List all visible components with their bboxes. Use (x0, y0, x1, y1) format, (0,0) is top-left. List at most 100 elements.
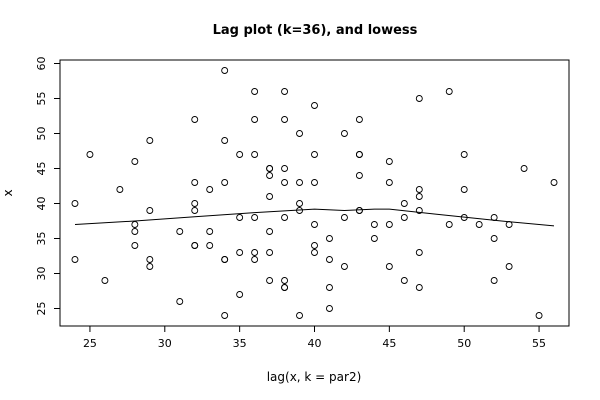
data-point (236, 214, 244, 221)
data-point (221, 67, 229, 74)
x-axis-label: lag(x, k = par2) (267, 370, 362, 384)
data-point (251, 249, 259, 256)
data-point (370, 235, 378, 242)
data-point (71, 200, 79, 207)
data-point (191, 179, 199, 186)
data-point (281, 214, 289, 221)
data-point (146, 137, 154, 144)
x-tick-label: 35 (233, 337, 247, 350)
data-point (146, 263, 154, 270)
data-point (236, 151, 244, 158)
data-point (520, 165, 528, 172)
y-axis-label: x (1, 189, 15, 196)
data-point (326, 284, 333, 291)
data-point (146, 256, 154, 263)
data-point (281, 277, 289, 284)
data-point (311, 249, 318, 256)
data-point (191, 242, 199, 249)
data-point (490, 277, 498, 284)
data-point (131, 228, 139, 235)
data-point (221, 179, 229, 186)
data-point (176, 228, 184, 235)
data-point (311, 151, 318, 158)
x-tick-label: 55 (532, 337, 546, 350)
data-point (71, 256, 79, 263)
data-point (281, 165, 289, 172)
data-point (385, 221, 393, 228)
data-point (415, 193, 423, 200)
data-point (311, 221, 318, 228)
data-point (251, 116, 259, 123)
data-point (445, 221, 453, 228)
x-tick-label: 45 (382, 337, 396, 350)
data-point (505, 263, 513, 270)
data-point (191, 116, 199, 123)
data-point (415, 249, 423, 256)
data-point (251, 256, 259, 263)
chart-title: Lag plot (k=36), and lowess (213, 23, 418, 38)
data-point (281, 88, 289, 95)
y-axis: 25 30 35 40 45 50 55 60 (35, 57, 61, 316)
data-point (460, 151, 468, 158)
data-point (460, 186, 468, 193)
data-point (311, 242, 318, 249)
data-point (281, 116, 289, 123)
x-tick-label: 25 (83, 337, 97, 350)
data-point (206, 186, 214, 193)
y-tick-label: 30 (35, 267, 48, 281)
data-point (266, 249, 274, 256)
data-point (355, 207, 363, 214)
data-point (116, 186, 124, 193)
y-tick-label: 55 (35, 92, 48, 106)
data-point (326, 305, 333, 312)
data-point (221, 137, 229, 144)
data-point (221, 256, 229, 263)
data-point (385, 179, 393, 186)
x-tick-label: 40 (308, 337, 322, 350)
data-point (206, 228, 214, 235)
data-point (535, 312, 543, 319)
data-point (326, 235, 333, 242)
data-point (266, 165, 274, 172)
data-point (296, 179, 303, 186)
data-point (400, 214, 408, 221)
data-point (340, 130, 348, 137)
data-point (191, 207, 199, 214)
y-tick-label: 40 (35, 197, 48, 211)
lowess-line (74, 208, 555, 227)
data-point (236, 291, 244, 298)
data-point (415, 95, 423, 102)
data-point (370, 221, 378, 228)
data-point (251, 88, 259, 95)
y-tick-label: 50 (35, 127, 48, 141)
data-point (86, 151, 94, 158)
y-tick-label: 60 (35, 57, 48, 71)
data-point (236, 249, 244, 256)
data-point (340, 214, 348, 221)
data-point (146, 207, 154, 214)
y-tick-label: 35 (35, 232, 48, 246)
data-point (101, 277, 109, 284)
data-point (296, 312, 303, 319)
data-point (490, 235, 498, 242)
data-point (415, 207, 423, 214)
data-point (415, 284, 423, 291)
data-point (266, 228, 274, 235)
lowess-curve-group (74, 208, 555, 227)
data-point (251, 214, 259, 221)
data-point (281, 284, 289, 291)
data-point (266, 193, 274, 200)
data-point (385, 263, 393, 270)
data-point (176, 298, 184, 305)
y-tick-label: 45 (35, 162, 48, 176)
data-point (311, 179, 318, 186)
x-tick-label: 30 (158, 337, 172, 350)
data-point (131, 158, 139, 165)
data-point (296, 130, 303, 137)
data-point (340, 263, 348, 270)
data-point (326, 256, 333, 263)
data-point (206, 242, 214, 249)
data-point (266, 277, 274, 284)
